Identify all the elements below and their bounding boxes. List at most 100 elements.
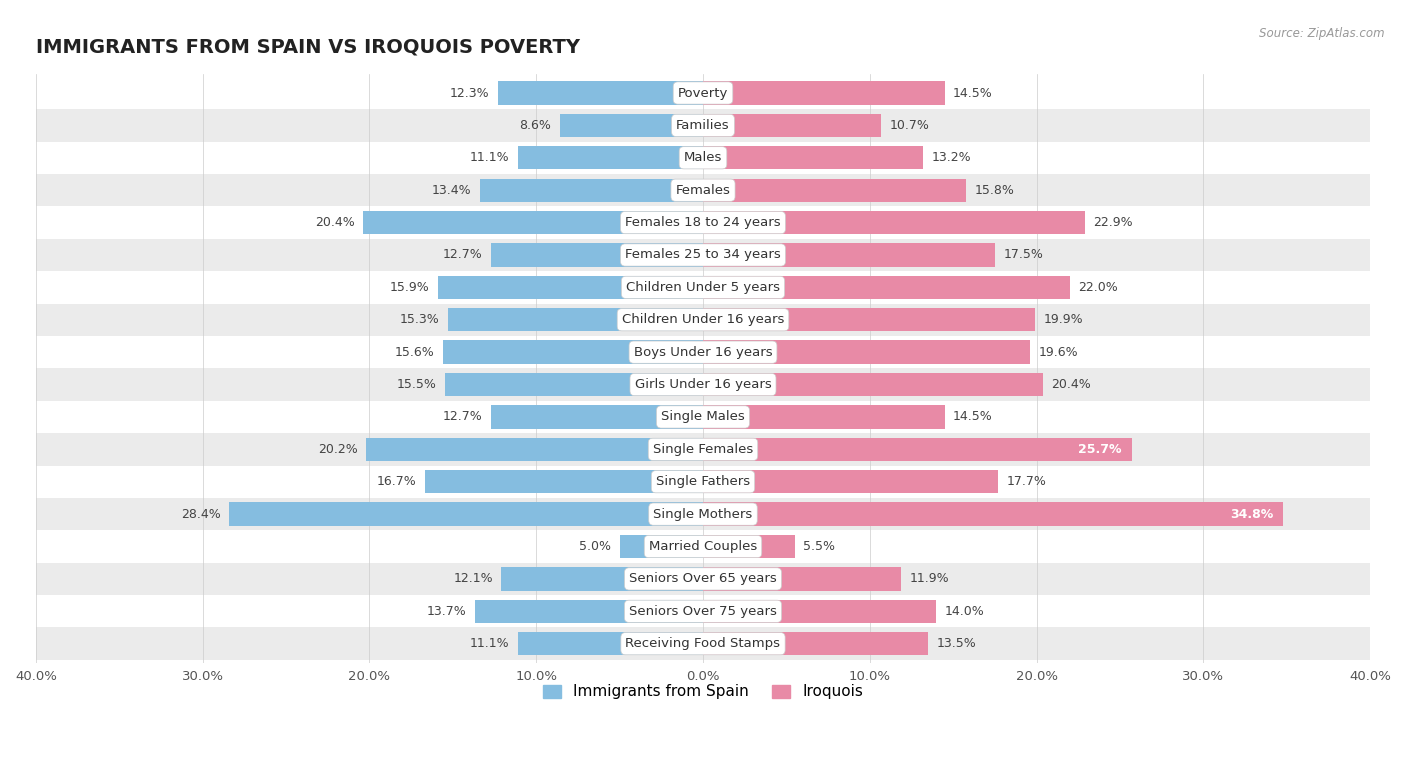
Text: 34.8%: 34.8% — [1230, 508, 1274, 521]
Bar — [37, 562, 1369, 595]
Bar — [703, 406, 945, 428]
Bar — [703, 470, 998, 493]
Bar — [703, 600, 936, 623]
Bar — [703, 211, 1085, 234]
Bar — [37, 595, 1369, 628]
Text: Single Mothers: Single Mothers — [654, 508, 752, 521]
Text: Single Females: Single Females — [652, 443, 754, 456]
Bar — [479, 179, 703, 202]
Bar — [37, 368, 1369, 401]
Bar — [703, 535, 794, 558]
Text: 13.7%: 13.7% — [426, 605, 467, 618]
Text: 11.9%: 11.9% — [910, 572, 949, 585]
Text: Seniors Over 75 years: Seniors Over 75 years — [628, 605, 778, 618]
Text: 17.7%: 17.7% — [1007, 475, 1046, 488]
Bar — [703, 146, 924, 170]
Bar — [37, 531, 1369, 562]
Text: Source: ZipAtlas.com: Source: ZipAtlas.com — [1260, 27, 1385, 39]
Bar — [37, 142, 1369, 174]
Text: Children Under 16 years: Children Under 16 years — [621, 313, 785, 326]
Bar — [501, 567, 703, 590]
Bar — [37, 401, 1369, 433]
Bar — [37, 109, 1369, 142]
Text: 13.2%: 13.2% — [931, 152, 972, 164]
Text: 20.2%: 20.2% — [318, 443, 357, 456]
Text: 22.9%: 22.9% — [1094, 216, 1133, 229]
Text: 12.7%: 12.7% — [443, 249, 482, 262]
Text: 15.8%: 15.8% — [974, 183, 1015, 196]
Text: 11.1%: 11.1% — [470, 152, 509, 164]
Text: Females 25 to 34 years: Females 25 to 34 years — [626, 249, 780, 262]
Bar — [703, 308, 1035, 331]
Text: 20.4%: 20.4% — [1052, 378, 1091, 391]
Bar — [37, 498, 1369, 531]
Text: 15.9%: 15.9% — [389, 281, 429, 294]
Text: Families: Families — [676, 119, 730, 132]
Bar — [560, 114, 703, 137]
Bar — [363, 211, 703, 234]
Legend: Immigrants from Spain, Iroquois: Immigrants from Spain, Iroquois — [537, 678, 869, 706]
Text: 22.0%: 22.0% — [1078, 281, 1118, 294]
Text: 17.5%: 17.5% — [1002, 249, 1043, 262]
Text: 25.7%: 25.7% — [1078, 443, 1122, 456]
Bar — [703, 276, 1070, 299]
Bar — [449, 308, 703, 331]
Text: 11.1%: 11.1% — [470, 637, 509, 650]
Text: 8.6%: 8.6% — [519, 119, 551, 132]
Bar — [37, 433, 1369, 465]
Text: 20.4%: 20.4% — [315, 216, 354, 229]
Bar — [444, 373, 703, 396]
Text: 5.0%: 5.0% — [579, 540, 612, 553]
Text: 13.5%: 13.5% — [936, 637, 976, 650]
Text: 12.7%: 12.7% — [443, 410, 482, 424]
Bar — [703, 373, 1043, 396]
Bar — [37, 77, 1369, 109]
Text: 15.6%: 15.6% — [395, 346, 434, 359]
Bar — [498, 81, 703, 105]
Text: 10.7%: 10.7% — [890, 119, 929, 132]
Text: 14.0%: 14.0% — [945, 605, 984, 618]
Bar — [366, 437, 703, 461]
Text: 15.5%: 15.5% — [396, 378, 436, 391]
Bar — [491, 406, 703, 428]
Text: 14.5%: 14.5% — [953, 86, 993, 99]
Bar — [37, 206, 1369, 239]
Text: Females 18 to 24 years: Females 18 to 24 years — [626, 216, 780, 229]
Bar — [443, 340, 703, 364]
Bar — [37, 628, 1369, 660]
Bar — [703, 632, 928, 656]
Bar — [703, 567, 901, 590]
Text: Females: Females — [675, 183, 731, 196]
Text: 12.1%: 12.1% — [453, 572, 494, 585]
Bar — [703, 437, 1132, 461]
Bar — [37, 336, 1369, 368]
Bar — [37, 271, 1369, 303]
Bar — [37, 303, 1369, 336]
Bar — [703, 243, 995, 267]
Text: Seniors Over 65 years: Seniors Over 65 years — [628, 572, 778, 585]
Text: 13.4%: 13.4% — [432, 183, 471, 196]
Text: Poverty: Poverty — [678, 86, 728, 99]
Text: 12.3%: 12.3% — [450, 86, 489, 99]
Text: Receiving Food Stamps: Receiving Food Stamps — [626, 637, 780, 650]
Bar — [703, 340, 1029, 364]
Text: 19.6%: 19.6% — [1038, 346, 1078, 359]
Bar — [37, 239, 1369, 271]
Bar — [425, 470, 703, 493]
Bar — [37, 174, 1369, 206]
Bar — [437, 276, 703, 299]
Bar — [491, 243, 703, 267]
Text: Single Fathers: Single Fathers — [657, 475, 749, 488]
Text: Girls Under 16 years: Girls Under 16 years — [634, 378, 772, 391]
Text: Married Couples: Married Couples — [650, 540, 756, 553]
Text: 5.5%: 5.5% — [803, 540, 835, 553]
Bar — [475, 600, 703, 623]
Text: 14.5%: 14.5% — [953, 410, 993, 424]
Text: Boys Under 16 years: Boys Under 16 years — [634, 346, 772, 359]
Bar — [517, 146, 703, 170]
Text: 15.3%: 15.3% — [399, 313, 440, 326]
Text: 19.9%: 19.9% — [1043, 313, 1083, 326]
Bar — [703, 114, 882, 137]
Bar — [37, 465, 1369, 498]
Text: 28.4%: 28.4% — [181, 508, 221, 521]
